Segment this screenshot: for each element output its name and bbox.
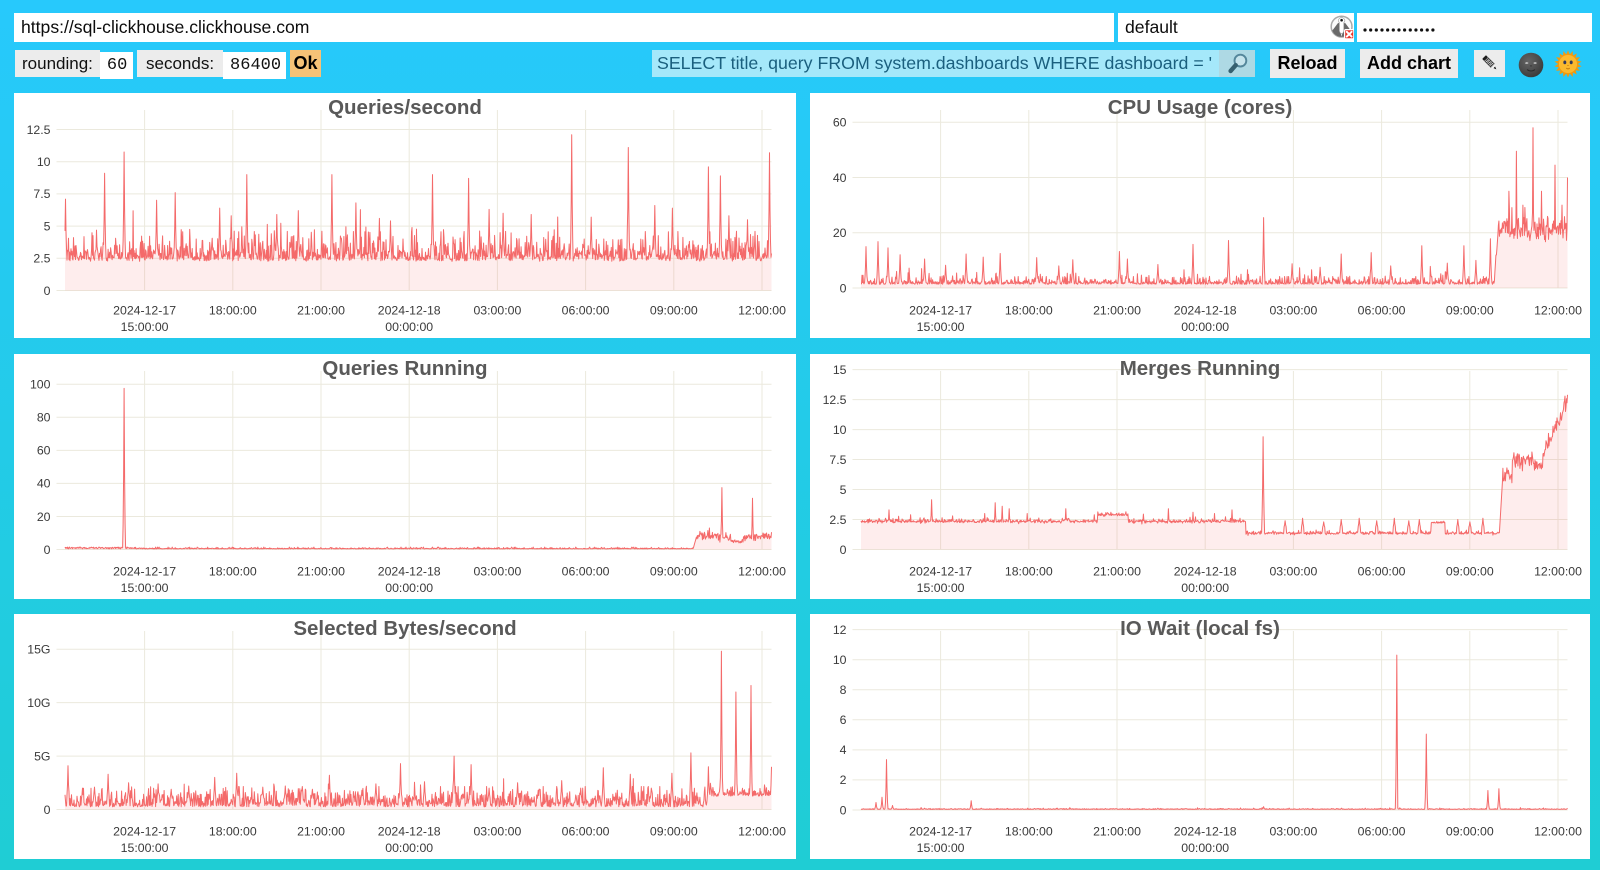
svg-text:06:00:00: 06:00:00 — [1358, 304, 1406, 318]
svg-text:10: 10 — [833, 653, 847, 667]
svg-text:12: 12 — [833, 623, 847, 637]
svg-text:2024-12-18: 2024-12-18 — [1174, 825, 1237, 839]
svg-text:18:00:00: 18:00:00 — [1005, 565, 1053, 579]
svg-text:21:00:00: 21:00:00 — [297, 304, 345, 318]
svg-text:12:00:00: 12:00:00 — [1534, 825, 1582, 839]
svg-text:18:00:00: 18:00:00 — [209, 825, 257, 839]
svg-text:15:00:00: 15:00:00 — [917, 581, 965, 595]
svg-text:2024-12-18: 2024-12-18 — [1174, 565, 1237, 579]
svg-text:12:00:00: 12:00:00 — [738, 565, 786, 579]
svg-text:2024-12-17: 2024-12-17 — [113, 565, 176, 579]
svg-text:06:00:00: 06:00:00 — [562, 565, 610, 579]
svg-text:03:00:00: 03:00:00 — [1269, 565, 1317, 579]
svg-text:12.5: 12.5 — [27, 123, 51, 137]
svg-text:2.5: 2.5 — [33, 252, 50, 266]
svg-text:15:00:00: 15:00:00 — [917, 841, 965, 855]
svg-text:10: 10 — [37, 155, 51, 169]
svg-text:2024-12-17: 2024-12-17 — [909, 825, 972, 839]
svg-text:2024-12-17: 2024-12-17 — [113, 304, 176, 318]
svg-text:5: 5 — [840, 483, 847, 497]
svg-text:0: 0 — [44, 803, 51, 817]
svg-text:0: 0 — [44, 543, 51, 557]
svg-text:2024-12-18: 2024-12-18 — [378, 565, 441, 579]
svg-text:12:00:00: 12:00:00 — [1534, 304, 1582, 318]
svg-text:40: 40 — [833, 171, 847, 185]
svg-text:09:00:00: 09:00:00 — [1446, 304, 1494, 318]
svg-text:15: 15 — [833, 363, 847, 377]
svg-text:00:00:00: 00:00:00 — [1181, 841, 1229, 855]
svg-text:21:00:00: 21:00:00 — [1093, 565, 1141, 579]
svg-text:0: 0 — [840, 281, 847, 295]
svg-text:00:00:00: 00:00:00 — [1181, 581, 1229, 595]
svg-text:7.5: 7.5 — [829, 453, 846, 467]
svg-text:2.5: 2.5 — [829, 513, 846, 527]
svg-text:21:00:00: 21:00:00 — [297, 825, 345, 839]
svg-text:21:00:00: 21:00:00 — [297, 565, 345, 579]
svg-text:09:00:00: 09:00:00 — [650, 304, 698, 318]
svg-text:0: 0 — [44, 284, 51, 298]
svg-text:5: 5 — [44, 219, 51, 233]
svg-text:12:00:00: 12:00:00 — [1534, 565, 1582, 579]
svg-text:2024-12-18: 2024-12-18 — [378, 825, 441, 839]
svg-text:2024-12-17: 2024-12-17 — [113, 825, 176, 839]
svg-text:09:00:00: 09:00:00 — [1446, 825, 1494, 839]
svg-text:03:00:00: 03:00:00 — [1269, 304, 1317, 318]
svg-text:6: 6 — [840, 713, 847, 727]
svg-text:2024-12-18: 2024-12-18 — [1174, 304, 1237, 318]
svg-text:00:00:00: 00:00:00 — [1181, 320, 1229, 334]
svg-text:18:00:00: 18:00:00 — [1005, 825, 1053, 839]
svg-text:18:00:00: 18:00:00 — [209, 565, 257, 579]
svg-text:2024-12-17: 2024-12-17 — [909, 565, 972, 579]
svg-text:12.5: 12.5 — [823, 393, 847, 407]
svg-text:10G: 10G — [27, 696, 50, 710]
svg-text:03:00:00: 03:00:00 — [473, 825, 521, 839]
svg-text:60: 60 — [37, 444, 51, 458]
svg-text:8: 8 — [840, 683, 847, 697]
svg-text:100: 100 — [30, 378, 51, 392]
svg-text:2024-12-17: 2024-12-17 — [909, 304, 972, 318]
svg-text:15:00:00: 15:00:00 — [121, 320, 169, 334]
svg-text:0: 0 — [840, 803, 847, 817]
svg-text:7.5: 7.5 — [33, 187, 50, 201]
svg-text:18:00:00: 18:00:00 — [209, 304, 257, 318]
svg-text:03:00:00: 03:00:00 — [473, 304, 521, 318]
svg-text:12:00:00: 12:00:00 — [738, 825, 786, 839]
svg-text:00:00:00: 00:00:00 — [385, 841, 433, 855]
svg-text:40: 40 — [37, 477, 51, 491]
svg-text:15:00:00: 15:00:00 — [121, 841, 169, 855]
svg-text:2024-12-18: 2024-12-18 — [378, 304, 441, 318]
svg-text:03:00:00: 03:00:00 — [473, 565, 521, 579]
svg-text:00:00:00: 00:00:00 — [385, 581, 433, 595]
svg-text:0: 0 — [840, 543, 847, 557]
svg-text:21:00:00: 21:00:00 — [1093, 825, 1141, 839]
svg-text:06:00:00: 06:00:00 — [1358, 825, 1406, 839]
svg-text:12:00:00: 12:00:00 — [738, 304, 786, 318]
svg-text:15:00:00: 15:00:00 — [917, 320, 965, 334]
svg-text:2: 2 — [840, 773, 847, 787]
svg-text:10: 10 — [833, 423, 847, 437]
svg-text:06:00:00: 06:00:00 — [1358, 565, 1406, 579]
svg-text:09:00:00: 09:00:00 — [650, 825, 698, 839]
svg-text:09:00:00: 09:00:00 — [650, 565, 698, 579]
svg-text:21:00:00: 21:00:00 — [1093, 304, 1141, 318]
svg-text:20: 20 — [37, 510, 51, 524]
svg-text:15G: 15G — [27, 643, 50, 657]
svg-text:00:00:00: 00:00:00 — [385, 320, 433, 334]
svg-text:20: 20 — [833, 226, 847, 240]
svg-text:18:00:00: 18:00:00 — [1005, 304, 1053, 318]
svg-text:03:00:00: 03:00:00 — [1269, 825, 1317, 839]
svg-text:4: 4 — [840, 743, 847, 757]
svg-text:5G: 5G — [34, 749, 50, 763]
svg-text:60: 60 — [833, 116, 847, 130]
svg-text:15:00:00: 15:00:00 — [121, 581, 169, 595]
svg-text:06:00:00: 06:00:00 — [562, 825, 610, 839]
svg-text:09:00:00: 09:00:00 — [1446, 565, 1494, 579]
svg-text:06:00:00: 06:00:00 — [562, 304, 610, 318]
svg-text:80: 80 — [37, 411, 51, 425]
